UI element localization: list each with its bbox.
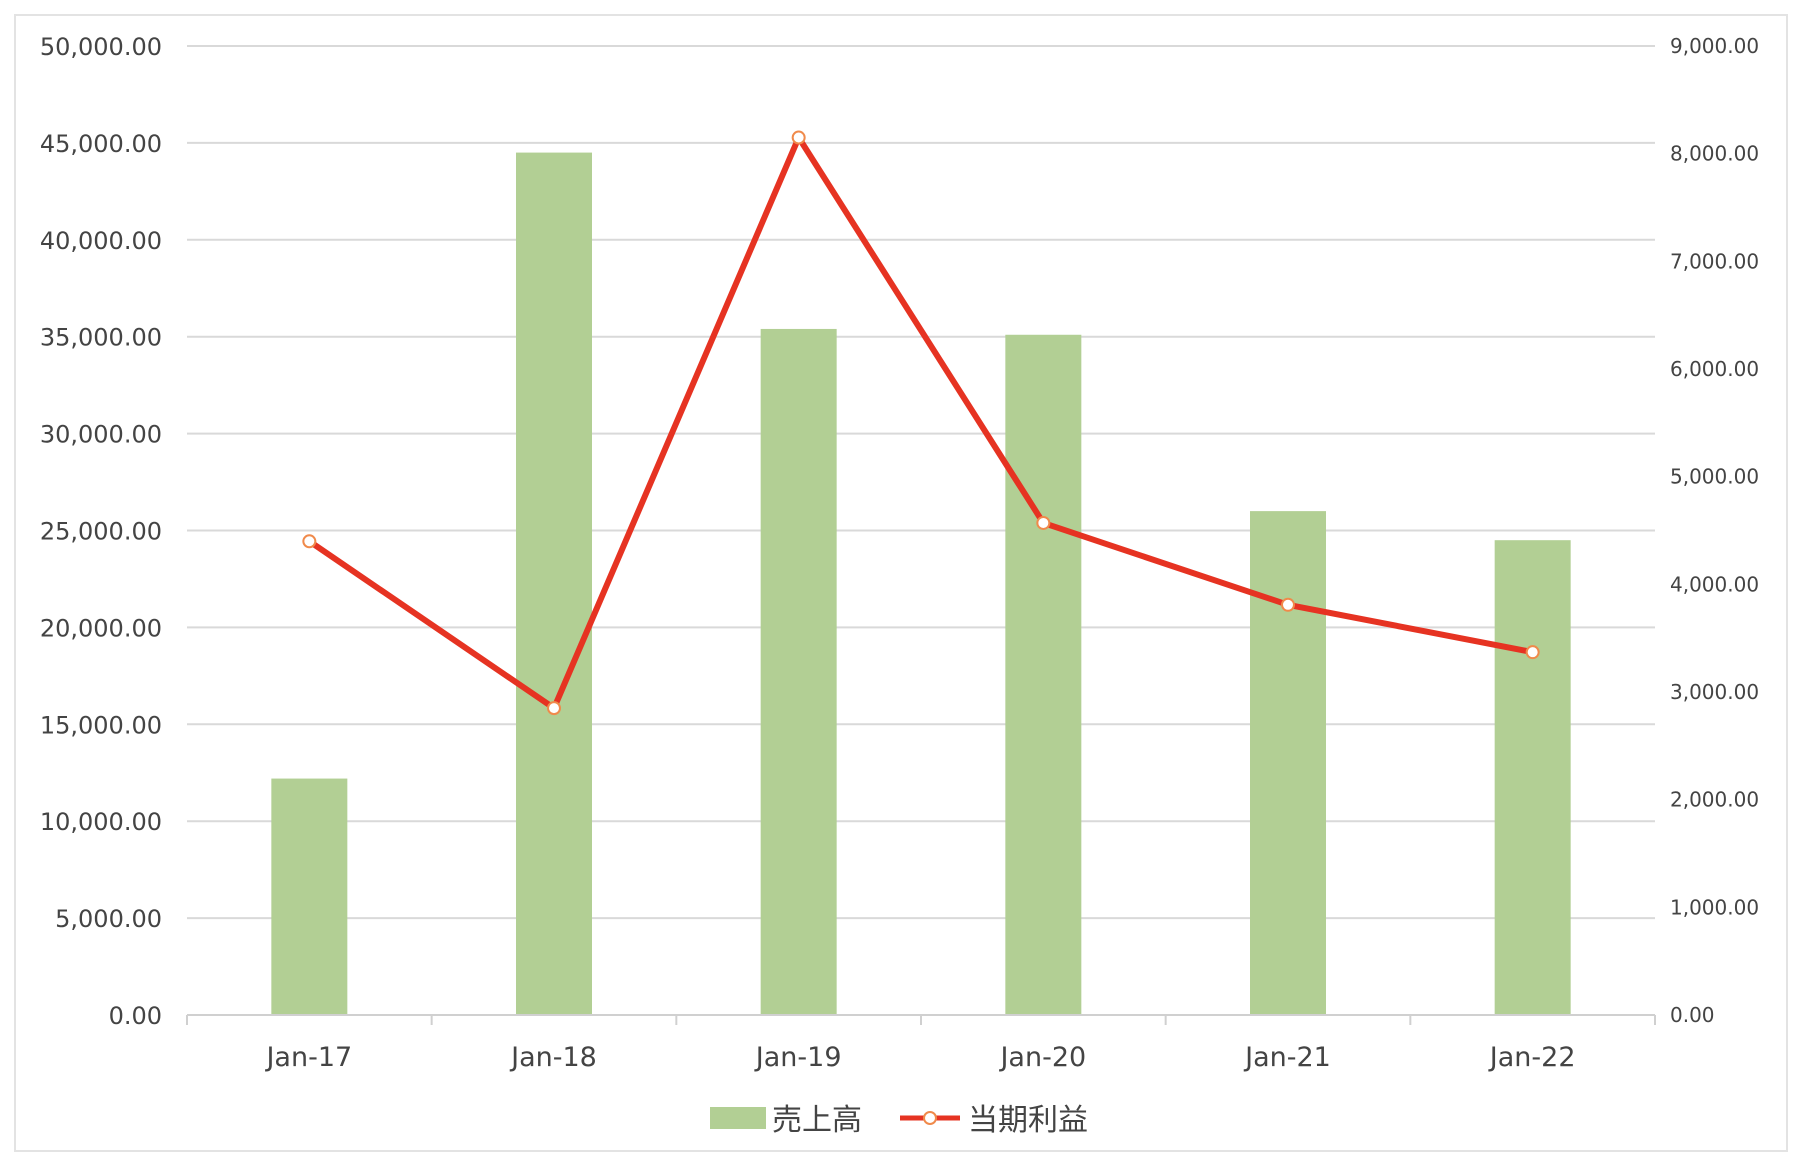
line-marker	[302, 534, 317, 549]
right-tick-label: 1,000.00	[1670, 895, 1759, 919]
left-tick-label: 5,000.00	[55, 905, 162, 933]
right-tick-label: 2,000.00	[1670, 788, 1759, 812]
legend-label-line: 当期利益	[968, 1103, 1088, 1138]
left-tick-label: 35,000.00	[40, 324, 162, 352]
left-tick-label: 40,000.00	[40, 227, 162, 255]
legend-marker-line	[923, 1111, 937, 1125]
right-tick-label: 6,000.00	[1670, 357, 1759, 381]
left-tick-label: 45,000.00	[40, 130, 162, 158]
bar	[1005, 334, 1082, 1016]
bar	[1250, 511, 1326, 1015]
x-tick-label: Jan-20	[998, 1042, 1086, 1073]
left-tick-label: 30,000.00	[40, 421, 162, 449]
x-tick-label: Jan-22	[1488, 1042, 1576, 1073]
left-tick-label: 15,000.00	[40, 711, 162, 739]
line-marker	[1525, 645, 1540, 660]
gridlines	[187, 45, 1655, 920]
bar-series	[271, 152, 1571, 1016]
left-tick-label: 20,000.00	[40, 614, 162, 642]
left-axis-ticks: 0.00 5,000.00 10,000.00 15,000.00 20,000.00 2…	[40, 33, 162, 1030]
right-tick-label: 8,000.00	[1670, 142, 1759, 166]
right-tick-label: 3,000.00	[1670, 680, 1759, 704]
legend-label-bar: 売上高	[772, 1103, 862, 1138]
legend-swatch-bar	[710, 1107, 766, 1129]
left-tick-label: 25,000.00	[40, 518, 162, 546]
x-tick-label: Jan-17	[264, 1042, 352, 1073]
bar	[516, 152, 592, 1016]
line-marker	[791, 130, 806, 145]
right-tick-label: 7,000.00	[1670, 249, 1759, 273]
legend: 売上高 当期利益	[710, 1103, 1088, 1138]
bar	[760, 328, 837, 1015]
right-axis-ticks: 0.00 1,000.00 2,000.00 3,000.00 4,000.00 5,00…	[1670, 34, 1759, 1027]
left-tick-label: 0.00	[109, 1002, 162, 1030]
right-tick-label: 0.00	[1670, 1003, 1715, 1027]
right-tick-label: 4,000.00	[1670, 572, 1759, 596]
bar	[1494, 540, 1571, 1015]
right-tick-label: 9,000.00	[1670, 34, 1759, 58]
line-series	[302, 130, 1540, 716]
left-tick-label: 50,000.00	[40, 33, 162, 61]
line-marker	[547, 701, 561, 716]
line-marker	[1036, 515, 1051, 530]
x-axis: Jan-17 Jan-18 Jan-19 Jan-20 Jan-21 Jan-22	[186, 1014, 1656, 1073]
x-tick-label: Jan-21	[1243, 1042, 1331, 1073]
x-tick-label: Jan-18	[509, 1042, 597, 1073]
bar	[271, 778, 348, 1015]
left-tick-label: 10,000.00	[40, 808, 162, 836]
line-path	[307, 134, 1534, 712]
line-marker	[1281, 597, 1295, 612]
right-tick-label: 5,000.00	[1670, 465, 1759, 489]
x-tick-label: Jan-19	[754, 1042, 842, 1073]
